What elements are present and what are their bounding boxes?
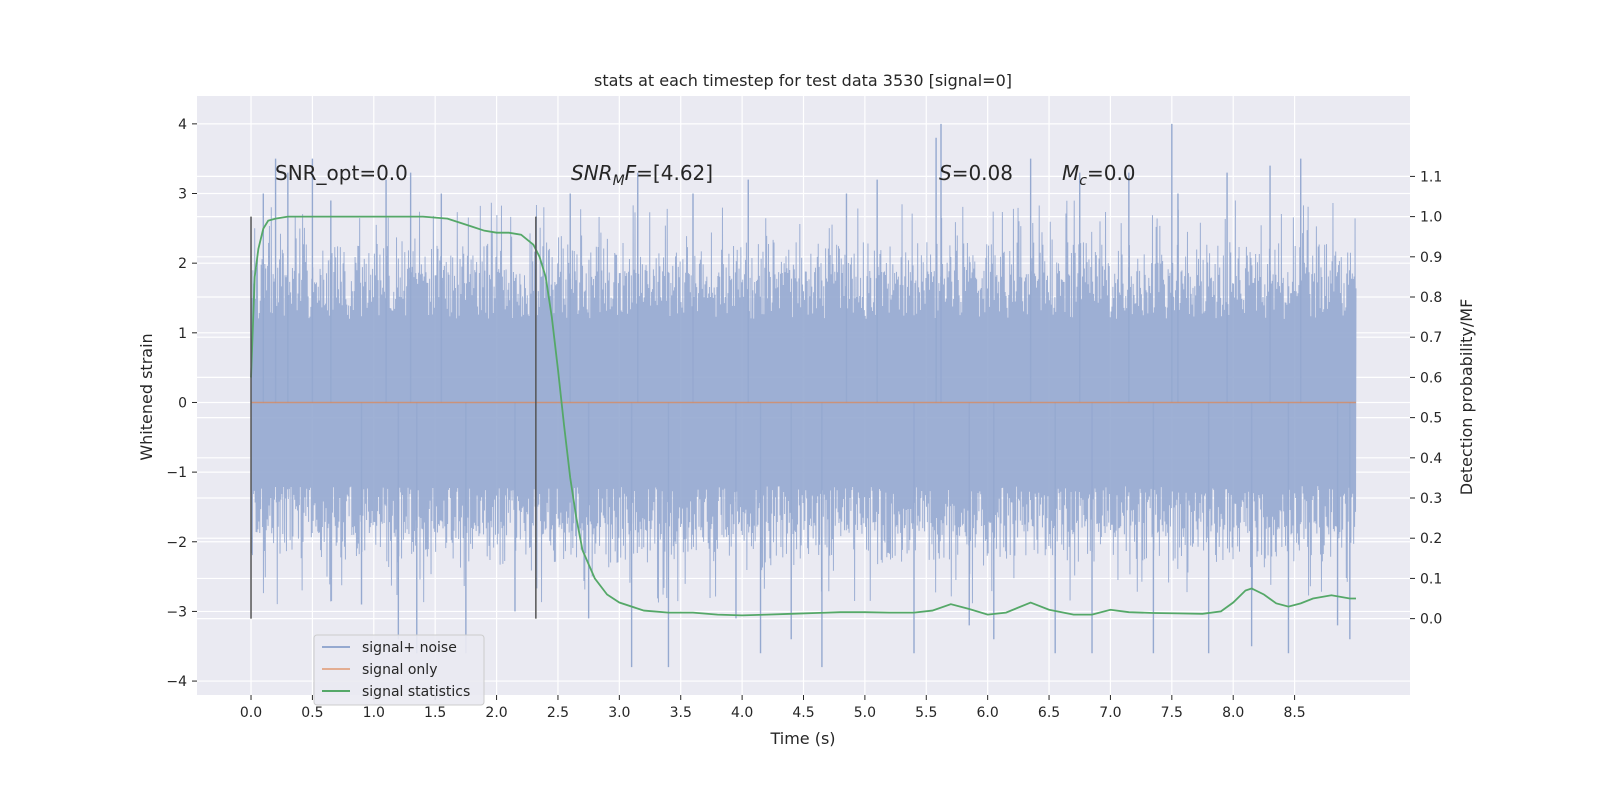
- legend: signal+ noise signal only signal statist…: [313, 634, 485, 706]
- y2-tick-label: 0.5: [1420, 411, 1442, 427]
- y2-tick-label: 0.0: [1420, 612, 1442, 628]
- y-tick-label: 2: [178, 256, 187, 272]
- legend-box: [313, 634, 485, 706]
- y2-ticks: 1.1 1.0 0.9 0.8 0.7 0.6 0.5 0.4 0.3 0.2 0.1 0.0: [1410, 169, 1442, 628]
- y2-axis-label: Detection probability/MF: [1457, 299, 1476, 496]
- x-ticks: 0.0 0.5 1.0 1.5 2.0 2.5 3.0 3.5 4.0 4.5 5.0 5.5 6.0 6…: [240, 695, 1306, 721]
- annotation-s-name: S: [939, 161, 952, 185]
- y-tick-label: 1: [178, 326, 187, 342]
- annotation-s: S=0.08: [939, 161, 1013, 185]
- x-tick-label: 1.0: [363, 705, 385, 721]
- annotation-snr-mf-rest: F: [625, 161, 637, 185]
- x-tick-label: 4.5: [792, 705, 814, 721]
- y2-tick-label: 1.1: [1420, 169, 1442, 185]
- x-axis-label: Time (s): [769, 729, 835, 748]
- y-tick-label: −2: [166, 535, 187, 551]
- y2-tick-label: 1.0: [1420, 210, 1442, 226]
- y-axis-label: Whitened strain: [137, 333, 156, 460]
- annotation-mc-value: =0.0: [1087, 161, 1136, 185]
- x-tick-label: 0.0: [240, 705, 262, 721]
- y2-tick-label: 0.3: [1420, 491, 1442, 507]
- x-tick-label: 3.5: [670, 705, 692, 721]
- y-tick-label: 0: [178, 395, 187, 411]
- x-tick-label: 3.0: [608, 705, 630, 721]
- signal-noise-series: [250, 123, 1357, 668]
- y-tick-label: 4: [178, 117, 187, 133]
- x-tick-label: 6.5: [1038, 705, 1060, 721]
- y-tick-label: −1: [166, 465, 187, 481]
- legend-label-signal-only: signal only: [362, 662, 437, 678]
- legend-label-signal-statistics: signal statistics: [362, 684, 470, 700]
- y2-tick-label: 0.1: [1420, 571, 1442, 587]
- y-ticks: 4 3 2 1 0 −1 −2 −3 −4: [166, 117, 197, 690]
- y2-tick-label: 0.6: [1420, 370, 1442, 386]
- x-tick-label: 5.5: [915, 705, 937, 721]
- x-tick-label: 8.5: [1283, 705, 1305, 721]
- annotation-snr-opt: SNR_opt=0.0: [275, 161, 408, 185]
- y2-tick-label: 0.2: [1420, 531, 1442, 547]
- y-tick-label: −4: [166, 674, 187, 690]
- vertical-markers: [250, 216, 537, 619]
- annotation-mc-sub: c: [1079, 173, 1087, 189]
- x-tick-label: 2.5: [547, 705, 569, 721]
- y2-tick-label: 0.7: [1420, 330, 1442, 346]
- x-tick-label: 6.0: [977, 705, 999, 721]
- annotation-mc-name: M: [1062, 161, 1079, 185]
- annotation-snr-mf-sub: M: [613, 173, 625, 189]
- signal-statistics-series: [250, 215, 1356, 617]
- x-tick-label: 8.0: [1222, 705, 1244, 721]
- annotation-mc: Mc=0.0: [1062, 161, 1136, 189]
- x-tick-label: 2.0: [485, 705, 507, 721]
- x-tick-label: 4.0: [731, 705, 753, 721]
- annotation-snr-mf: SNRMF=[4.62]: [571, 161, 713, 189]
- annotation-s-value: =0.08: [952, 161, 1013, 185]
- y2-tick-label: 0.8: [1420, 290, 1442, 306]
- y2-tick-label: 0.4: [1420, 451, 1442, 467]
- x-tick-label: 5.0: [854, 705, 876, 721]
- x-tick-label: 7.5: [1161, 705, 1183, 721]
- annotation-snr-mf-name: SNR: [571, 161, 613, 185]
- y-tick-label: −3: [166, 604, 187, 620]
- x-tick-label: 1.5: [424, 705, 446, 721]
- chart-title: stats at each timestep for test data 353…: [594, 71, 1012, 90]
- y2-tick-label: 0.9: [1420, 250, 1442, 266]
- y-tick-label: 3: [178, 187, 187, 203]
- legend-label-signal-noise: signal+ noise: [362, 640, 457, 656]
- signal-statistics-line: [250, 215, 1356, 617]
- x-tick-label: 0.5: [301, 705, 323, 721]
- x-tick-label: 7.0: [1099, 705, 1121, 721]
- annotation-snr-mf-value: =[4.62]: [636, 161, 713, 185]
